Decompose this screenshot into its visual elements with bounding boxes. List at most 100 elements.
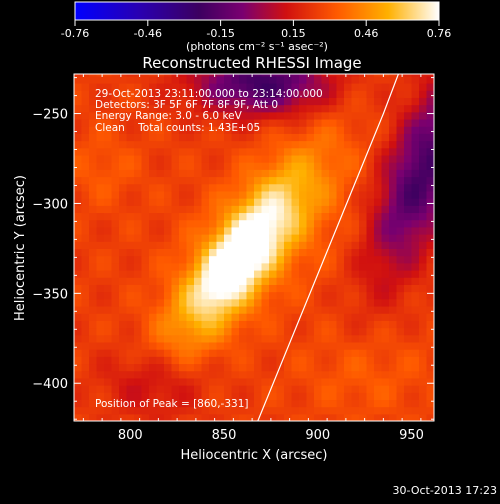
heatmap-cell xyxy=(231,305,240,314)
heatmap-cell xyxy=(216,284,225,293)
heatmap-cell xyxy=(126,111,135,120)
heatmap-cell xyxy=(201,97,210,106)
heatmap-cell xyxy=(374,385,383,393)
heatmap-cell xyxy=(314,327,323,336)
heatmap-cell xyxy=(276,104,285,113)
heatmap-cell xyxy=(426,140,434,149)
heatmap-cell xyxy=(111,154,120,163)
heatmap-cell xyxy=(96,385,105,393)
heatmap-cell xyxy=(96,363,105,372)
heatmap-cell xyxy=(426,377,434,386)
heatmap-cell xyxy=(171,298,180,307)
heatmap-cell xyxy=(291,327,300,336)
heatmap-cell xyxy=(186,277,195,285)
heatmap-cell xyxy=(239,277,248,285)
heatmap-cell xyxy=(119,284,128,293)
heatmap-cell xyxy=(216,370,225,379)
heatmap-cell xyxy=(104,75,113,84)
heatmap-cell xyxy=(164,291,173,300)
heatmap-cell xyxy=(366,226,375,235)
heatmap-cell xyxy=(284,126,293,134)
heatmap-cell xyxy=(396,262,405,271)
heatmap-cell xyxy=(141,154,150,163)
heatmap-cell xyxy=(149,262,158,271)
heatmap-cell xyxy=(201,356,210,365)
heatmap-cell xyxy=(239,75,248,84)
heatmap-cell xyxy=(171,284,180,293)
heatmap-cell xyxy=(209,377,218,386)
heatmap-cell xyxy=(194,176,203,185)
heatmap-cell xyxy=(239,327,248,336)
heatmap-cell xyxy=(321,399,330,408)
heatmap-cell xyxy=(126,298,135,307)
heatmap-cell xyxy=(171,320,180,329)
heatmap-cell xyxy=(224,363,233,372)
heatmap-cell xyxy=(299,133,308,142)
heatmap-cell xyxy=(344,313,353,321)
heatmap-cell xyxy=(209,262,218,271)
heatmap-cell xyxy=(224,176,233,185)
heatmap-cell xyxy=(321,183,330,192)
heatmap-cell xyxy=(329,291,338,300)
heatmap-cell xyxy=(209,147,218,156)
heatmap-cell xyxy=(276,198,285,206)
heatmap-cell xyxy=(336,327,345,336)
heatmap-cell xyxy=(104,118,113,127)
heatmap-cell xyxy=(381,154,390,163)
heatmap-cell xyxy=(351,399,360,408)
heatmap-cell xyxy=(291,118,300,127)
heatmap-cell xyxy=(411,154,420,163)
heatmap-cell xyxy=(231,90,240,98)
heatmap-cell xyxy=(134,205,143,214)
heatmap-cell xyxy=(284,75,293,84)
heatmap-cell xyxy=(224,399,233,408)
colorbar-tick-label: 0.76 xyxy=(427,27,452,40)
heatmap-cell xyxy=(231,234,240,242)
heatmap-cell xyxy=(149,241,158,249)
heatmap-cell xyxy=(194,219,203,228)
heatmap-cell xyxy=(156,406,165,415)
heatmap-cell xyxy=(186,226,195,235)
heatmap-cell xyxy=(396,413,405,421)
heatmap-cell xyxy=(141,74,150,77)
heatmap-cell xyxy=(411,90,420,98)
heatmap-cell xyxy=(149,413,158,421)
heatmap-cell xyxy=(239,298,248,307)
heatmap-cell xyxy=(276,154,285,163)
heatmap-cell xyxy=(306,104,315,113)
heatmap-cell xyxy=(119,413,128,421)
heatmap-cell xyxy=(404,327,413,336)
heatmap-cell xyxy=(156,377,165,386)
heatmap-cell xyxy=(224,284,233,293)
heatmap-cell xyxy=(111,349,120,357)
heatmap-cell xyxy=(74,133,83,142)
heatmap-cell xyxy=(306,413,315,421)
heatmap-cell xyxy=(426,118,434,127)
heatmap-cell xyxy=(74,111,83,120)
heatmap-cell xyxy=(269,234,278,242)
heatmap-cell xyxy=(201,284,210,293)
heatmap-cell xyxy=(254,255,263,264)
heatmap-cell xyxy=(179,399,188,408)
heatmap-cell xyxy=(314,169,323,178)
heatmap-cell xyxy=(411,385,420,393)
heatmap-cell xyxy=(396,356,405,365)
heatmap-cell xyxy=(299,118,308,127)
heatmap-cell xyxy=(164,154,173,163)
heatmap-cell xyxy=(74,413,83,421)
heatmap-cell xyxy=(171,74,180,77)
heatmap-cell xyxy=(134,320,143,329)
heatmap-cell xyxy=(381,118,390,127)
heatmap-cell xyxy=(396,205,405,214)
heatmap-cell xyxy=(111,385,120,393)
heatmap-cell xyxy=(74,291,83,300)
heatmap-cell xyxy=(291,262,300,271)
heatmap-cell xyxy=(381,392,390,401)
heatmap-cell xyxy=(329,212,338,221)
heatmap-cell xyxy=(389,147,398,156)
heatmap-cell xyxy=(419,219,428,228)
heatmap-cell xyxy=(74,118,83,127)
heatmap-cell xyxy=(156,327,165,336)
heatmap-cell xyxy=(74,104,83,113)
heatmap-cell xyxy=(119,82,128,91)
